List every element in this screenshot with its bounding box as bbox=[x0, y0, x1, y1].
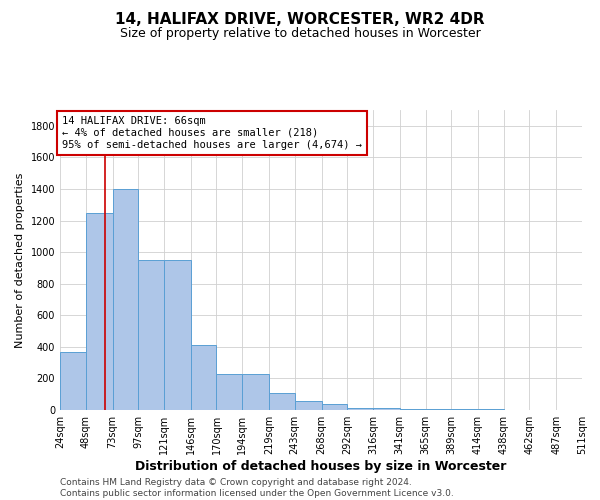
Y-axis label: Number of detached properties: Number of detached properties bbox=[15, 172, 25, 348]
Bar bbox=[451, 409, 478, 410]
Bar bbox=[322, 404, 347, 410]
Text: 14, HALIFAX DRIVE, WORCESTER, WR2 4DR: 14, HALIFAX DRIVE, WORCESTER, WR2 4DR bbox=[115, 12, 485, 28]
Text: 14 HALIFAX DRIVE: 66sqm
← 4% of detached houses are smaller (218)
95% of semi-de: 14 HALIFAX DRIVE: 66sqm ← 4% of detached… bbox=[62, 116, 362, 150]
X-axis label: Distribution of detached houses by size in Worcester: Distribution of detached houses by size … bbox=[136, 460, 506, 473]
Bar bbox=[242, 374, 269, 410]
Bar bbox=[164, 260, 191, 410]
Bar bbox=[113, 189, 138, 410]
Bar bbox=[217, 374, 242, 410]
Bar bbox=[478, 409, 504, 410]
Bar bbox=[373, 408, 400, 410]
Bar bbox=[295, 400, 322, 410]
Bar bbox=[191, 346, 217, 410]
Bar bbox=[400, 409, 425, 410]
Text: Contains HM Land Registry data © Crown copyright and database right 2024.
Contai: Contains HM Land Registry data © Crown c… bbox=[60, 478, 454, 498]
Bar bbox=[60, 352, 86, 410]
Text: Size of property relative to detached houses in Worcester: Size of property relative to detached ho… bbox=[119, 28, 481, 40]
Bar bbox=[138, 260, 164, 410]
Bar bbox=[86, 212, 113, 410]
Bar bbox=[425, 409, 451, 410]
Bar bbox=[269, 392, 295, 410]
Bar bbox=[347, 408, 373, 410]
